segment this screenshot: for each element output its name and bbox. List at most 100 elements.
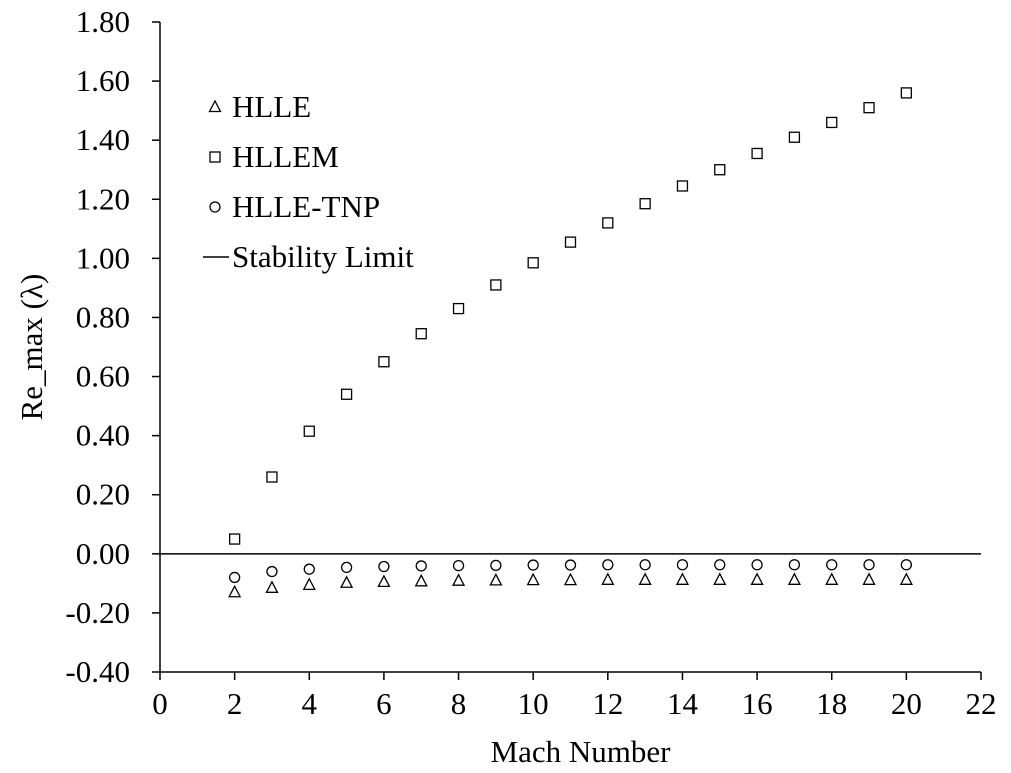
y-tick-label: 0.20 <box>76 477 130 512</box>
data-point <box>564 559 577 571</box>
y-tick-label: 0.00 <box>76 536 130 571</box>
legend-label: HLLE <box>232 89 311 124</box>
data-point <box>675 572 690 585</box>
x-tick-label: 16 <box>742 686 773 721</box>
data-point <box>377 574 391 588</box>
x-tick-label: 0 <box>152 686 168 721</box>
data-point <box>826 116 838 129</box>
data-point <box>527 559 539 571</box>
legend-label: HLLE-TNP <box>232 189 380 224</box>
data-point <box>490 559 502 571</box>
data-point <box>601 572 615 585</box>
x-tick-label: 8 <box>451 686 467 721</box>
data-point <box>303 563 315 575</box>
x-tick-label: 4 <box>302 686 318 721</box>
data-point <box>378 356 390 368</box>
y-axis-title: Re_max (λ) <box>14 274 49 421</box>
legend-item: Stability Limit <box>203 239 414 274</box>
data-point <box>340 561 353 574</box>
data-point <box>750 572 764 585</box>
data-point <box>452 302 465 315</box>
data-point <box>676 559 689 571</box>
data-point <box>862 572 876 585</box>
data-point <box>713 572 727 585</box>
data-point <box>415 328 427 340</box>
data-point <box>638 572 652 585</box>
data-point <box>563 572 578 586</box>
data-point <box>302 577 316 590</box>
y-tick-label: 0.40 <box>76 418 130 453</box>
x-axis-title: Mach Number <box>491 734 672 769</box>
y-tick-label: -0.40 <box>65 654 130 689</box>
x-tick-label: 14 <box>667 686 699 721</box>
data-point <box>825 572 839 585</box>
legend-square-swatch <box>209 151 221 163</box>
data-point <box>228 571 241 584</box>
data-point <box>452 559 465 572</box>
data-point <box>526 572 540 586</box>
data-point <box>228 584 242 598</box>
data-point <box>826 559 838 571</box>
y-tick-label: 0.60 <box>76 359 130 394</box>
data-point <box>863 102 875 114</box>
data-point <box>489 573 503 586</box>
data-point <box>787 572 801 585</box>
data-point <box>266 565 278 578</box>
data-point <box>863 559 875 571</box>
x-tick-label: 22 <box>966 686 997 721</box>
x-tick-label: 2 <box>227 686 243 721</box>
data-point <box>265 580 279 593</box>
legend-item: HLLE <box>208 89 311 124</box>
data-point <box>676 180 689 192</box>
legend-item: HLLE-TNP <box>209 189 380 224</box>
y-tick-label: 0.80 <box>76 299 130 334</box>
y-tick-label: 1.60 <box>76 63 130 98</box>
data-point <box>900 559 913 571</box>
y-tick-label: 1.20 <box>76 181 130 216</box>
series-hlle <box>228 572 913 598</box>
x-tick-label: 12 <box>592 686 623 721</box>
x-tick-label: 10 <box>518 686 549 721</box>
data-point <box>303 425 315 437</box>
data-point <box>266 471 278 483</box>
x-tick-label: 20 <box>891 686 922 721</box>
data-point <box>340 575 354 588</box>
data-point <box>751 147 763 160</box>
legend: HLLE HLLEM HLLE-TNP Stability Limit <box>203 89 414 274</box>
data-point <box>451 573 466 586</box>
legend-label: Stability Limit <box>232 239 414 274</box>
data-point <box>714 559 726 571</box>
data-point <box>751 559 763 571</box>
data-point <box>602 559 614 571</box>
legend-item: HLLEM <box>209 139 339 174</box>
data-point <box>414 573 428 587</box>
y-tick-label: 1.00 <box>76 240 130 275</box>
x-tick-label: 18 <box>816 686 847 721</box>
data-point <box>900 87 913 99</box>
data-marks <box>228 87 913 598</box>
data-point <box>788 131 801 143</box>
data-point <box>527 257 539 269</box>
data-point <box>340 388 353 400</box>
data-point <box>714 164 726 176</box>
x-tick-label: 6 <box>376 686 392 721</box>
data-point <box>788 559 801 571</box>
y-tick-label: 1.40 <box>76 122 130 157</box>
legend-triangle-swatch <box>208 99 222 113</box>
legend-label: HLLEM <box>232 139 339 174</box>
data-point <box>415 560 427 572</box>
data-point <box>639 198 651 210</box>
data-point <box>490 279 502 291</box>
data-point <box>564 236 577 248</box>
data-point <box>899 572 913 585</box>
y-tick-label: 1.80 <box>76 4 130 39</box>
series-hllem <box>228 87 913 545</box>
data-point <box>602 217 614 229</box>
legend-circle-swatch <box>209 201 221 213</box>
data-point <box>639 559 651 571</box>
y-tick-label: -0.20 <box>65 595 130 630</box>
data-point <box>378 560 390 573</box>
data-point <box>228 533 241 545</box>
series-hlle-tnp <box>228 559 913 584</box>
